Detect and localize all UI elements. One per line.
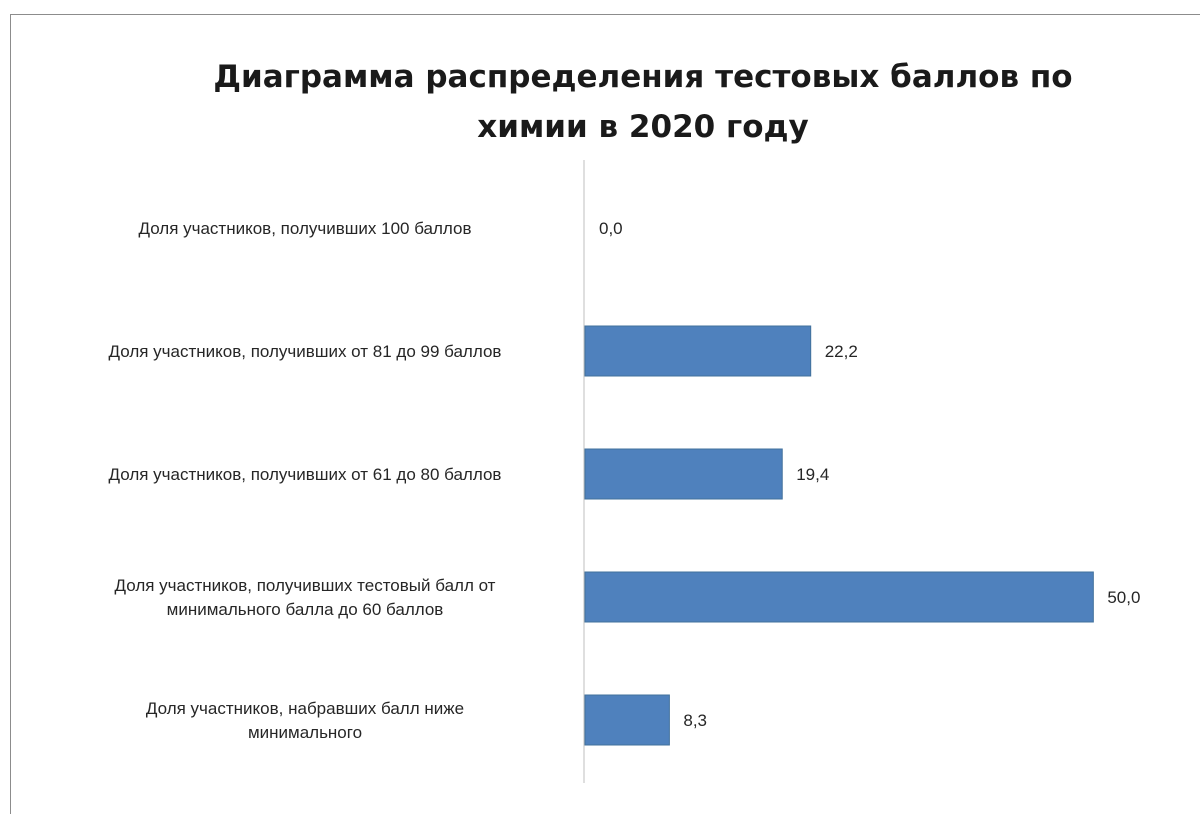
value-labels: 0,0 22,2 19,4 50,0 8,3 [599,219,1140,730]
bar-2 [584,325,812,377]
bar-chart: Диаграмма распределения тестовых баллов … [109,59,1140,783]
chart-title-line-2: химии в 2020 году [477,109,809,145]
category-label-3: Доля участников, получивших от 61 до 80 … [109,465,502,484]
category-label-4: Доля участников, получивших тестовый бал… [115,576,496,619]
category-labels: Доля участников, получивших 100 баллов До… [109,219,502,742]
value-label-1: 0,0 [599,219,623,238]
chart-frame: Диаграмма распределения тестовых баллов … [10,14,1200,814]
category-label-1: Доля участников, получивших 100 баллов [138,219,471,238]
value-label-2: 22,2 [825,342,858,361]
value-label-3: 19,4 [796,465,829,484]
category-label-2: Доля участников, получивших от 81 до 99 … [109,342,502,361]
bars [584,325,1094,746]
bar-3 [584,448,783,500]
bar-5 [584,694,670,746]
chart-title-line-1: Диаграмма распределения тестовых баллов … [213,59,1072,95]
category-label-5: Доля участников, набравших балл ниже мини… [146,699,464,742]
value-label-5: 8,3 [683,711,707,730]
bar-4 [584,571,1094,623]
value-label-4: 50,0 [1107,588,1140,607]
chart-title: Диаграмма распределения тестовых баллов … [213,59,1072,145]
